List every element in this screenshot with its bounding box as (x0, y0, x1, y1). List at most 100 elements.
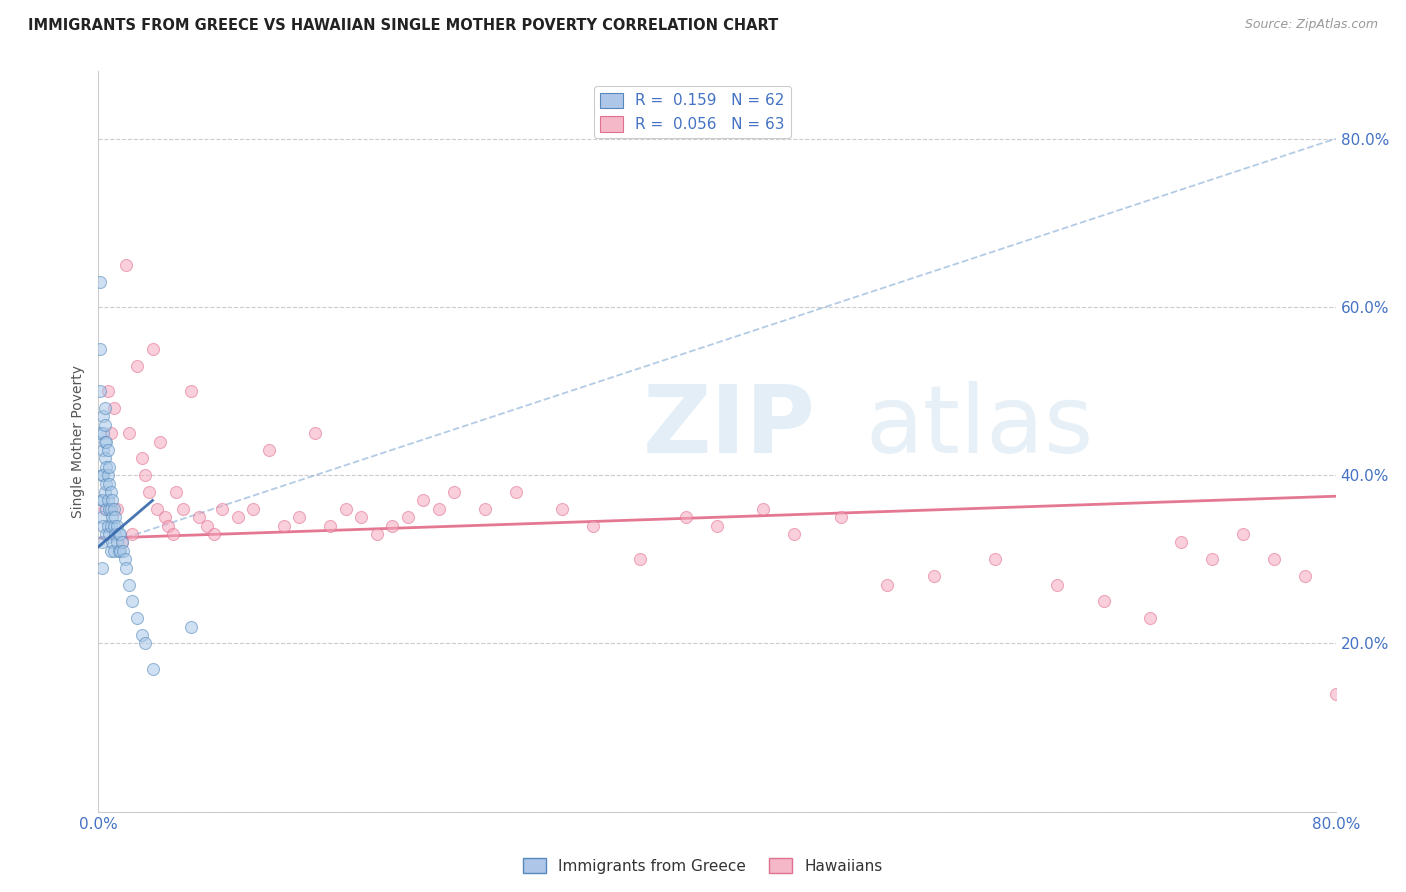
Text: ZIP: ZIP (643, 381, 815, 473)
Point (98, 476, 121, 491)
Point (91, 468, 114, 483)
Text: Source: ZipAtlas.com: Source: ZipAtlas.com (1244, 18, 1378, 31)
Text: IMMIGRANTS FROM GREECE VS HAWAIIAN SINGLE MOTHER POVERTY CORRELATION CHART: IMMIGRANTS FROM GREECE VS HAWAIIAN SINGL… (28, 18, 779, 33)
Point (138, 485, 160, 500)
Point (288, 510, 311, 524)
Point (257, 442, 280, 457)
Point (242, 501, 264, 516)
Point (97, 384, 120, 398)
Point (304, 426, 326, 441)
Point (107, 544, 129, 558)
Point (98, 527, 121, 541)
Point (157, 518, 180, 533)
Point (551, 501, 574, 516)
Point (1324, 687, 1347, 701)
Point (922, 569, 945, 583)
Point (103, 518, 125, 533)
Point (706, 518, 728, 533)
Point (628, 552, 651, 566)
Point (1201, 552, 1223, 566)
Point (101, 535, 124, 549)
Point (142, 342, 165, 356)
Point (114, 552, 136, 566)
Point (108, 544, 131, 558)
Point (142, 662, 165, 676)
Point (204, 527, 226, 541)
Point (115, 258, 138, 272)
Text: atlas: atlas (866, 381, 1094, 473)
Point (103, 544, 125, 558)
Point (1046, 577, 1069, 591)
Point (105, 535, 128, 549)
Point (103, 401, 125, 415)
Point (153, 510, 176, 524)
Point (1170, 535, 1192, 549)
Point (91, 493, 114, 508)
Point (127, 611, 149, 625)
Point (752, 501, 775, 516)
Point (443, 485, 465, 500)
Point (97, 442, 120, 457)
Point (350, 510, 373, 524)
Point (90, 560, 112, 574)
Point (105, 501, 128, 516)
Y-axis label: Single Mother Poverty: Single Mother Poverty (72, 365, 86, 518)
Point (1294, 569, 1316, 583)
Point (90, 535, 112, 549)
Point (96, 501, 118, 516)
Point (103, 501, 125, 516)
Point (100, 426, 122, 441)
Point (107, 527, 129, 541)
Point (90, 493, 112, 508)
Point (100, 501, 122, 516)
Point (149, 434, 172, 449)
Point (1092, 594, 1115, 608)
Point (131, 451, 153, 466)
Point (111, 535, 134, 549)
Point (90, 468, 112, 483)
Point (96, 459, 118, 474)
Point (134, 468, 156, 483)
Point (96, 476, 118, 491)
Point (118, 426, 141, 441)
Point (101, 493, 124, 508)
Point (93, 501, 115, 516)
Point (111, 535, 134, 549)
Point (162, 527, 184, 541)
Point (180, 619, 202, 633)
Point (91, 518, 114, 533)
Point (131, 628, 153, 642)
Point (108, 527, 131, 541)
Point (89, 384, 111, 398)
Point (180, 384, 202, 398)
Point (1263, 552, 1285, 566)
Point (115, 560, 138, 574)
Point (783, 527, 806, 541)
Point (474, 501, 496, 516)
Point (89, 426, 111, 441)
Point (366, 527, 388, 541)
Point (319, 518, 342, 533)
Point (112, 544, 135, 558)
Point (91, 426, 114, 441)
Point (396, 510, 419, 524)
Point (121, 527, 143, 541)
Point (830, 510, 852, 524)
Point (876, 577, 898, 591)
Point (100, 518, 122, 533)
Point (134, 636, 156, 650)
Point (335, 501, 357, 516)
Point (104, 527, 127, 541)
Point (97, 468, 120, 483)
Point (105, 518, 128, 533)
Legend: R =  0.159   N = 62, R =  0.056   N = 63: R = 0.159 N = 62, R = 0.056 N = 63 (593, 87, 790, 138)
Point (98, 459, 121, 474)
Point (427, 501, 450, 516)
Point (98, 501, 121, 516)
Point (1139, 611, 1161, 625)
Point (97, 493, 120, 508)
Point (412, 493, 434, 508)
Point (1232, 527, 1254, 541)
Point (675, 510, 697, 524)
Point (165, 485, 187, 500)
